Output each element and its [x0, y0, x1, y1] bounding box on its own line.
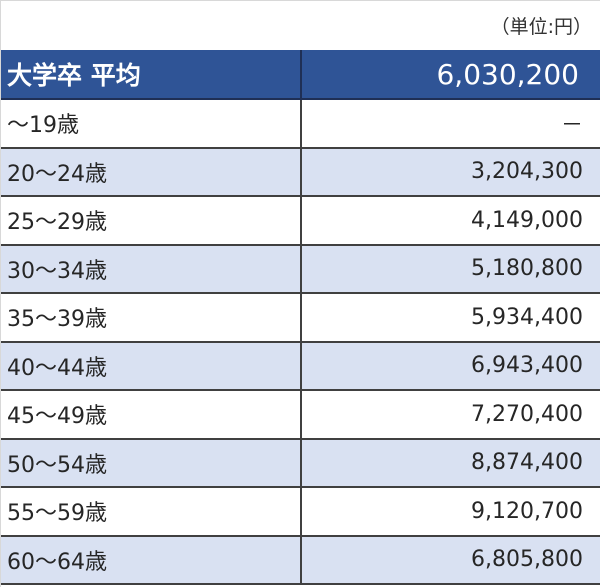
table-row: 30～34歳 5,180,800 [1, 244, 600, 294]
table-row: 55～59歳 9,120,700 [1, 487, 600, 537]
salary-by-age-table: 大学卒 平均 6,030,200 ～19歳 － 20～24歳 3,204,300… [1, 50, 600, 585]
salary-cell: 5,180,800 [301, 244, 600, 294]
unit-label: （単位:円） [490, 16, 592, 38]
salary-cell: 6,805,800 [301, 535, 600, 585]
age-range-cell: 45～49歳 [1, 390, 302, 440]
salary-cell: 7,270,400 [301, 390, 600, 440]
salary-cell: － [301, 99, 600, 149]
salary-cell: 6,943,400 [301, 341, 600, 391]
age-range-cell: 55～59歳 [1, 487, 302, 537]
age-range-cell: 40～44歳 [1, 341, 302, 391]
table-row: ～19歳 － [1, 99, 600, 149]
header-average-value: 6,030,200 [301, 50, 600, 100]
salary-cell: 8,874,400 [301, 438, 600, 488]
age-range-cell: 60～64歳 [1, 535, 302, 585]
table-row: 25～29歳 4,149,000 [1, 196, 600, 246]
age-range-cell: 50～54歳 [1, 438, 302, 488]
table-row: 35～39歳 5,934,400 [1, 293, 600, 343]
age-range-cell: 25～29歳 [1, 196, 302, 246]
header-label: 大学卒 平均 [1, 50, 302, 100]
table-header-row: 大学卒 平均 6,030,200 [1, 50, 600, 100]
table-row: 50～54歳 8,874,400 [1, 438, 600, 488]
salary-cell: 4,149,000 [301, 196, 600, 246]
table-row: 20～24歳 3,204,300 [1, 147, 600, 197]
table-row: 40～44歳 6,943,400 [1, 341, 600, 391]
table-row: 60～64歳 6,805,800 [1, 535, 600, 585]
salary-cell: 5,934,400 [301, 293, 600, 343]
age-range-cell: 35～39歳 [1, 293, 302, 343]
salary-cell: 3,204,300 [301, 147, 600, 197]
age-range-cell: 30～34歳 [1, 244, 302, 294]
age-range-cell: ～19歳 [1, 99, 302, 149]
salary-cell: 9,120,700 [301, 487, 600, 537]
table-row: 45～49歳 7,270,400 [1, 390, 600, 440]
age-range-cell: 20～24歳 [1, 147, 302, 197]
